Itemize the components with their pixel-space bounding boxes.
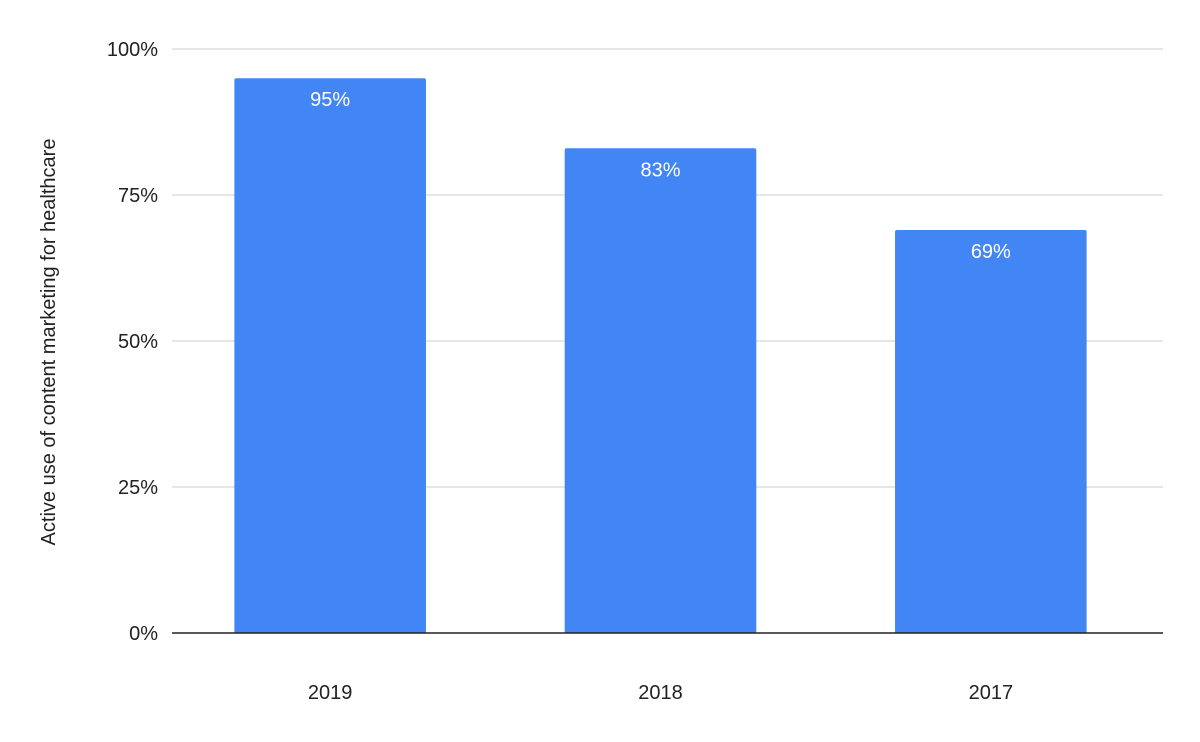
y-tick-label: 25% <box>118 477 158 499</box>
bars <box>234 78 1087 634</box>
y-tick-label: 100% <box>107 39 158 61</box>
x-tick-label: 2019 <box>308 682 353 704</box>
y-tick-label: 75% <box>118 185 158 207</box>
data-label-2018: 83% <box>640 159 680 181</box>
bar-2017 <box>895 230 1087 634</box>
bar-2018 <box>564 148 757 633</box>
y-tick-label: 0% <box>129 623 158 645</box>
x-tick-label: 2017 <box>969 682 1014 704</box>
y-tick-label: 50% <box>118 331 158 353</box>
y-axis-title: Active use of content marketing for heal… <box>38 139 60 546</box>
x-tick-label: 2018 <box>638 682 683 704</box>
x-axis-ticks: 2019 2018 2017 <box>308 682 1013 704</box>
bar-2019 <box>234 78 426 633</box>
data-labels: 95% 83% 69% <box>310 89 1011 263</box>
data-label-2017: 69% <box>971 241 1011 263</box>
y-axis-ticks: 0% 25% 50% 75% 100% <box>107 39 158 645</box>
data-label-2019: 95% <box>310 89 350 111</box>
